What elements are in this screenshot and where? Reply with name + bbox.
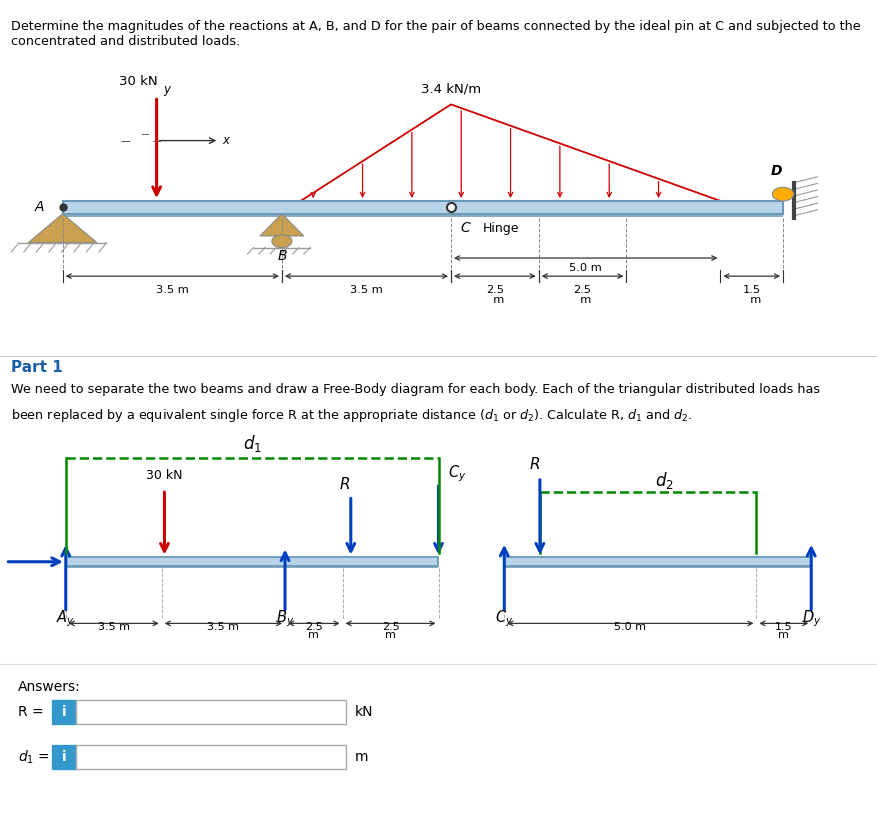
Text: —: —: [141, 130, 149, 139]
Text: Answers:: Answers:: [18, 681, 81, 694]
Text: B: B: [277, 249, 287, 263]
Text: $C_y$: $C_y$: [496, 609, 513, 629]
Text: 3.5 m: 3.5 m: [350, 285, 383, 295]
Bar: [62, 213, 451, 217]
Bar: [451, 213, 783, 217]
Text: A: A: [34, 200, 44, 214]
Text: concentrated and distributed loads.: concentrated and distributed loads.: [11, 35, 239, 48]
Text: x: x: [223, 134, 230, 147]
Bar: [76, 700, 346, 725]
Text: 2.5: 2.5: [574, 285, 592, 295]
Bar: [76, 745, 346, 769]
Text: m: m: [743, 296, 761, 306]
Bar: [66, 557, 438, 566]
Text: Determine the magnitudes of the reactions at A, B, and D for the pair of beams c: Determine the magnitudes of the reaction…: [11, 20, 860, 33]
Bar: [66, 566, 438, 568]
Text: 1.5: 1.5: [775, 622, 793, 632]
Text: 3.5 m: 3.5 m: [97, 622, 130, 632]
Text: 2.5: 2.5: [381, 622, 399, 632]
Polygon shape: [28, 214, 97, 243]
Text: R =: R =: [18, 705, 44, 719]
Text: m: m: [779, 630, 789, 640]
Text: We need to separate the two beams and draw a Free-Body diagram for each body. Ea: We need to separate the two beams and dr…: [11, 383, 820, 396]
Text: C: C: [460, 221, 470, 235]
Circle shape: [272, 235, 292, 248]
Text: i: i: [61, 705, 67, 719]
Text: been replaced by a equivalent single force R at the appropriate distance ($d_1$ : been replaced by a equivalent single for…: [11, 408, 692, 425]
Text: R: R: [529, 457, 539, 472]
Text: $A_y$: $A_y$: [56, 609, 75, 629]
Text: 3.5 m: 3.5 m: [156, 285, 189, 295]
Text: $C_y$: $C_y$: [448, 463, 467, 483]
Text: $D_y$: $D_y$: [802, 609, 821, 629]
Polygon shape: [260, 214, 303, 236]
Bar: [504, 557, 811, 566]
Text: Part 1: Part 1: [11, 360, 62, 375]
Text: 5.0 m: 5.0 m: [615, 622, 646, 632]
Bar: [52, 700, 76, 725]
Bar: [52, 745, 76, 769]
Text: $B_y$: $B_y$: [276, 609, 294, 629]
Text: m: m: [486, 296, 504, 306]
Bar: [451, 201, 783, 214]
Text: i: i: [61, 750, 67, 764]
Text: 3.5 m: 3.5 m: [207, 622, 239, 632]
Text: $d_2$: $d_2$: [655, 469, 674, 491]
Text: m: m: [355, 750, 368, 764]
Text: 1.5: 1.5: [743, 285, 760, 295]
Circle shape: [773, 187, 794, 201]
Text: 30 kN: 30 kN: [118, 75, 157, 88]
Text: 30 kN: 30 kN: [146, 469, 182, 482]
Text: R: R: [340, 477, 351, 491]
Text: —: —: [120, 135, 130, 146]
Text: 5.0 m: 5.0 m: [569, 263, 602, 273]
Text: kN: kN: [355, 705, 374, 719]
Bar: [504, 566, 811, 568]
Bar: [62, 201, 451, 214]
Text: m: m: [574, 296, 592, 306]
Text: 2.5: 2.5: [305, 622, 323, 632]
Text: m: m: [309, 630, 319, 640]
Text: m: m: [385, 630, 396, 640]
Text: D: D: [771, 164, 782, 178]
Text: $d_1$ =: $d_1$ =: [18, 748, 50, 766]
Text: 2.5: 2.5: [486, 285, 504, 295]
Text: $d_1$: $d_1$: [243, 433, 261, 454]
Text: Hinge: Hinge: [482, 222, 519, 235]
Text: 3.4 kN/m: 3.4 kN/m: [421, 82, 481, 95]
Text: y: y: [163, 83, 170, 96]
